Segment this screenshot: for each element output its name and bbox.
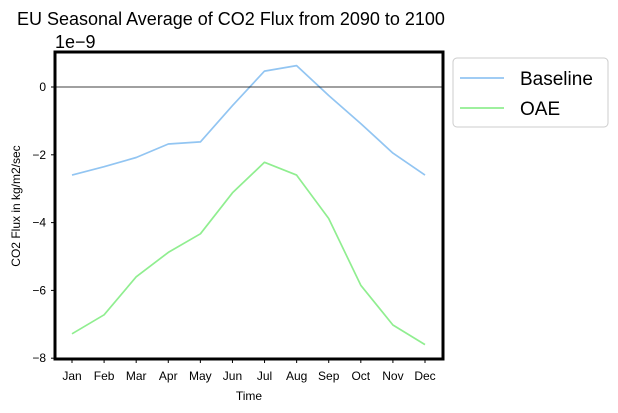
y-axis-ticks: 0 −2 −4 −6 −8 xyxy=(32,80,55,365)
x-tick-label: Dec xyxy=(414,369,435,383)
x-axis-ticks: Jan Feb Mar Apr May Jun Jul Aug Sep Oct Nov Dec xyxy=(62,359,436,383)
x-tick-label: Nov xyxy=(382,369,403,383)
x-tick-label: Jul xyxy=(257,369,272,383)
y-offset-label: 1e−9 xyxy=(55,32,96,52)
legend-label-oae: OAE xyxy=(520,99,560,120)
chart-title: EU Seasonal Average of CO2 Flux from 209… xyxy=(17,9,445,29)
x-tick-label: Oct xyxy=(351,369,370,383)
x-tick-label: Jan xyxy=(62,369,81,383)
x-tick-label: Sep xyxy=(318,369,340,383)
y-axis-label: CO2 Flux in kg/m2/sec xyxy=(9,145,23,266)
series-line-baseline xyxy=(71,64,426,176)
x-tick-label: Jun xyxy=(223,369,242,383)
series-lines xyxy=(71,64,426,346)
x-tick-label: Aug xyxy=(286,369,307,383)
x-tick-label: Feb xyxy=(94,369,115,383)
y-tick-label: −6 xyxy=(32,283,46,297)
x-axis-label: Time xyxy=(236,389,263,403)
x-tick-label: Mar xyxy=(126,369,147,383)
y-tick-label: 0 xyxy=(39,80,46,94)
legend-label-baseline: Baseline xyxy=(520,69,593,90)
x-tick-label: May xyxy=(189,369,212,383)
x-tick-label: Apr xyxy=(159,369,178,383)
y-tick-label: −8 xyxy=(32,351,46,365)
y-tick-label: −2 xyxy=(32,148,46,162)
legend-box xyxy=(452,57,609,128)
y-tick-label: −4 xyxy=(32,216,46,230)
series-line-oae xyxy=(71,161,426,346)
plot-frame xyxy=(53,50,445,361)
legend: Baseline OAE xyxy=(452,57,609,128)
